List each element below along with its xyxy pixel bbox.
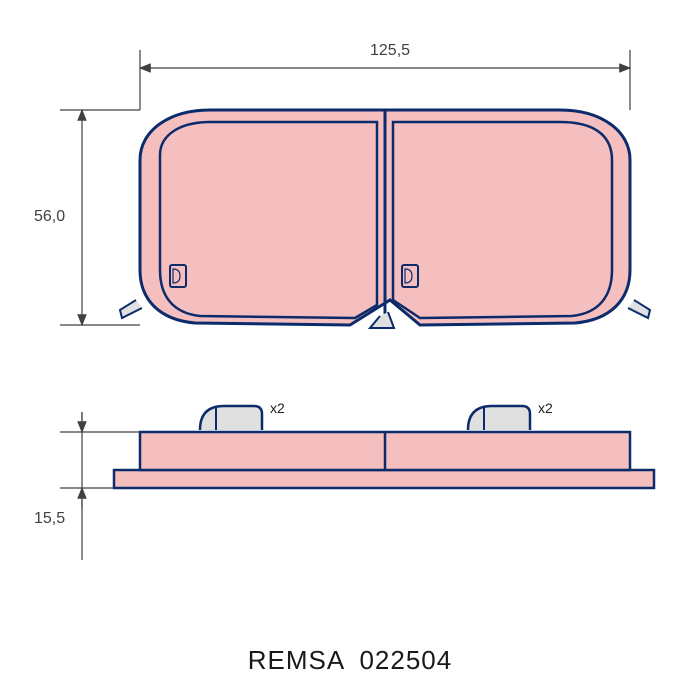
part-number: 022504 (359, 645, 452, 675)
thickness-value: 15,5 (34, 510, 65, 528)
clip-qty-right: x2 (538, 400, 553, 416)
footer: REMSA 022504 (0, 645, 700, 676)
clip-qty-left: x2 (270, 400, 285, 416)
width-value: 125,5 (370, 42, 410, 60)
clip-left (200, 406, 262, 430)
height-dimension (60, 110, 140, 325)
brand-name: REMSA (248, 645, 345, 675)
height-value: 56,0 (34, 208, 65, 226)
front-view (120, 110, 650, 328)
side-view (114, 406, 654, 488)
brake-pad-diagram (0, 0, 700, 700)
clip-right (468, 406, 530, 430)
